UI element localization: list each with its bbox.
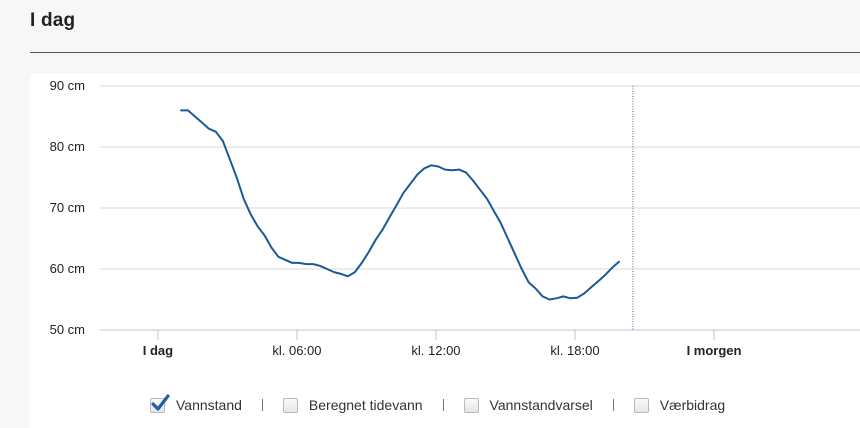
y-tick-label: 70 cm (50, 200, 85, 215)
grid-layer (100, 85, 860, 270)
series-line-vannstand (180, 109, 620, 301)
legend-label-vannstandvarsel: Vannstandvarsel (489, 397, 593, 413)
legend-item-vannstand[interactable]: Vannstand (150, 393, 242, 413)
title-divider (30, 52, 860, 53)
checkbox-vannstand[interactable] (150, 393, 170, 413)
page-title: I dag (30, 10, 76, 31)
chart-panel: 50 cm 60 cm 70 cm 80 cm 90 cm I dag kl. 06:00 k… (30, 74, 860, 428)
x-tick-label: I morgen (687, 343, 742, 358)
y-tick-label: 60 cm (50, 261, 85, 276)
checkbox-beregnet-tidevann[interactable] (282, 397, 298, 413)
water-level-chart: 50 cm 60 cm 70 cm 80 cm 90 cm I dag kl. 06:00 k… (50, 78, 860, 358)
legend-item-vannstandvarsel[interactable]: Vannstandvarsel (463, 397, 593, 413)
legend-separator (442, 399, 444, 411)
legend-item-beregnet-tidevann[interactable]: Beregnet tidevann (282, 397, 423, 413)
checkbox-vannstandvarsel[interactable] (463, 397, 479, 413)
y-tick-label: 50 cm (50, 322, 85, 337)
x-tick-label: kl. 18:00 (550, 343, 599, 358)
axis-layer (100, 86, 860, 340)
legend-item-vaerbidrag[interactable]: Værbidrag (633, 397, 726, 413)
legend-separator (612, 399, 614, 411)
checkbox-vaerbidrag[interactable] (633, 397, 649, 413)
legend-label-vannstand: Vannstand (176, 397, 242, 413)
legend-separator (261, 399, 263, 411)
legend-label-beregnet-tidevann: Beregnet tidevann (308, 397, 423, 413)
legend-label-vaerbidrag: Værbidrag (659, 397, 726, 413)
label-layer: 50 cm 60 cm 70 cm 80 cm 90 cm I dag kl. 06:00 k… (50, 78, 742, 358)
x-tick-label: I dag (143, 343, 173, 358)
y-tick-label: 80 cm (50, 139, 85, 154)
checkmark-icon (151, 393, 170, 411)
series-layer (180, 109, 620, 301)
y-tick-label: 90 cm (50, 78, 85, 93)
x-tick-label: kl. 06:00 (272, 343, 321, 358)
x-tick-label: kl. 12:00 (411, 343, 460, 358)
legend: Vannstand Beregnet tidevann Vannstandvar… (150, 392, 725, 418)
